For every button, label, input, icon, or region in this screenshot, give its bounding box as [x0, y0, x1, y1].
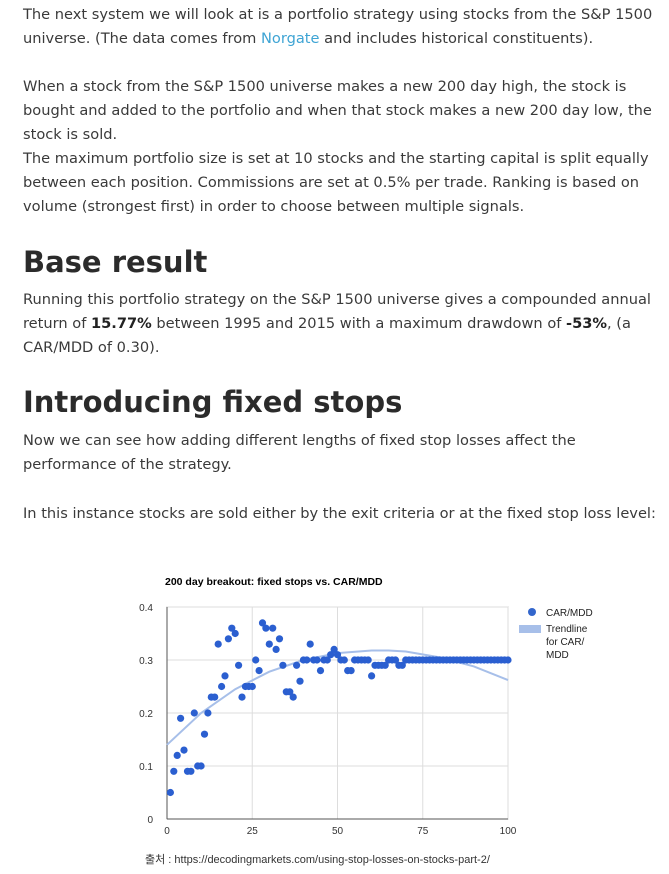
intro-paragraph-1: The next system we will look at is a por…: [23, 3, 663, 51]
data-point: [252, 656, 260, 664]
base-result-text: Running this portfolio strategy on the S…: [23, 291, 651, 332]
base-result-paragraph: Running this portfolio strategy on the S…: [23, 288, 663, 360]
data-point: [316, 667, 325, 675]
y-tick-label: 0.4: [139, 603, 153, 614]
fixed-stops-heading: Introducing fixed stops: [23, 385, 403, 419]
norgate-link[interactable]: Norgate: [261, 30, 320, 47]
data-point: [211, 693, 219, 701]
data-point: [368, 672, 376, 680]
source-label: 출처 :: [145, 854, 175, 866]
data-point: [306, 640, 314, 648]
data-point: [166, 788, 174, 797]
data-point: [265, 640, 273, 648]
data-point: [204, 709, 212, 717]
intro-text-end: and includes historical constituents).: [319, 30, 594, 47]
data-point: [323, 656, 331, 664]
data-point: [327, 651, 335, 659]
data-point: [224, 635, 232, 643]
data-point: [238, 693, 246, 701]
data-point: [364, 656, 372, 664]
cagr-value: 15.77%: [90, 315, 152, 332]
source-url[interactable]: https://decodingmarkets.com/using-stop-l…: [174, 854, 490, 866]
data-point: [190, 709, 198, 717]
legend-label-trendline: MDD: [546, 650, 569, 661]
x-tick-label: 25: [247, 826, 259, 837]
x-tick-label: 75: [417, 826, 429, 837]
legend-label-trendline: for CAR/: [546, 637, 585, 648]
x-tick-label: 0: [164, 826, 170, 837]
data-point: [228, 624, 236, 632]
data-point: [398, 661, 406, 669]
data-point: [170, 767, 178, 775]
x-tick-label: 50: [332, 826, 344, 837]
data-point: [258, 619, 267, 627]
data-point: [381, 661, 389, 669]
y-tick-label: 0.1: [139, 762, 153, 773]
data-point: [187, 767, 195, 775]
base-result-heading: Base result: [23, 245, 208, 279]
data-point: [218, 682, 226, 691]
data-point: [255, 667, 263, 675]
legend-dot-icon: [528, 608, 536, 616]
data-point: [248, 682, 256, 691]
data-point: [214, 640, 222, 648]
x-tick-label: 100: [500, 826, 517, 837]
data-point: [177, 714, 185, 722]
y-tick-label: 0.3: [139, 656, 153, 667]
mdd-value: -53%: [566, 315, 608, 332]
data-point: [231, 629, 239, 638]
data-point: [296, 677, 304, 685]
data-point: [269, 624, 277, 632]
chart-title: 200 day breakout: fixed stops vs. CAR/MD…: [165, 576, 383, 588]
data-point: [333, 651, 342, 659]
data-point: [313, 656, 321, 664]
data-point: [286, 688, 294, 696]
data-point: [275, 635, 284, 643]
data-point: [293, 661, 301, 669]
intro-paragraph-2: When a stock from the S&P 1500 universe …: [23, 78, 652, 143]
data-point: [272, 645, 280, 653]
base-result-text-mid: between 1995 and 2015 with a maximum dra…: [151, 315, 567, 332]
data-point: [279, 661, 287, 669]
base-result-text-end: , (a CAR/MDD of 0.30).: [23, 315, 631, 356]
legend-label-car-mdd: CAR/MDD: [546, 608, 593, 619]
data-point: [262, 624, 270, 632]
data-point: [330, 645, 338, 653]
source-caption: 출처 : https://decodingmarkets.com/using-s…: [145, 851, 490, 867]
data-point: [221, 672, 229, 680]
data-point: [173, 751, 181, 759]
data-point: [340, 656, 348, 664]
data-point: [504, 656, 512, 664]
legend-trend-swatch: [519, 625, 541, 633]
data-point: [289, 693, 297, 701]
fixed-stops-paragraph-2: In this instance stocks are sold either …: [23, 505, 656, 522]
data-point: [197, 762, 205, 770]
y-tick-label: 0: [147, 815, 153, 826]
data-point: [391, 656, 400, 664]
data-point: [180, 746, 188, 754]
fixed-stops-paragraph-1: Now we can see how adding different leng…: [23, 432, 576, 473]
intro-text: The next system we will look at is a por…: [23, 6, 653, 47]
data-point: [347, 667, 355, 675]
data-point: [303, 656, 311, 664]
car-mdd-scatter-chart: 200 day breakout: fixed stops vs. CAR/MD…: [139, 576, 593, 837]
legend-label-trendline: Trendline: [546, 624, 588, 635]
data-point: [200, 730, 209, 738]
data-point: [235, 661, 243, 669]
intro-paragraph-3: The maximum portfolio size is set at 10 …: [23, 150, 649, 215]
y-tick-label: 0.2: [139, 709, 153, 720]
